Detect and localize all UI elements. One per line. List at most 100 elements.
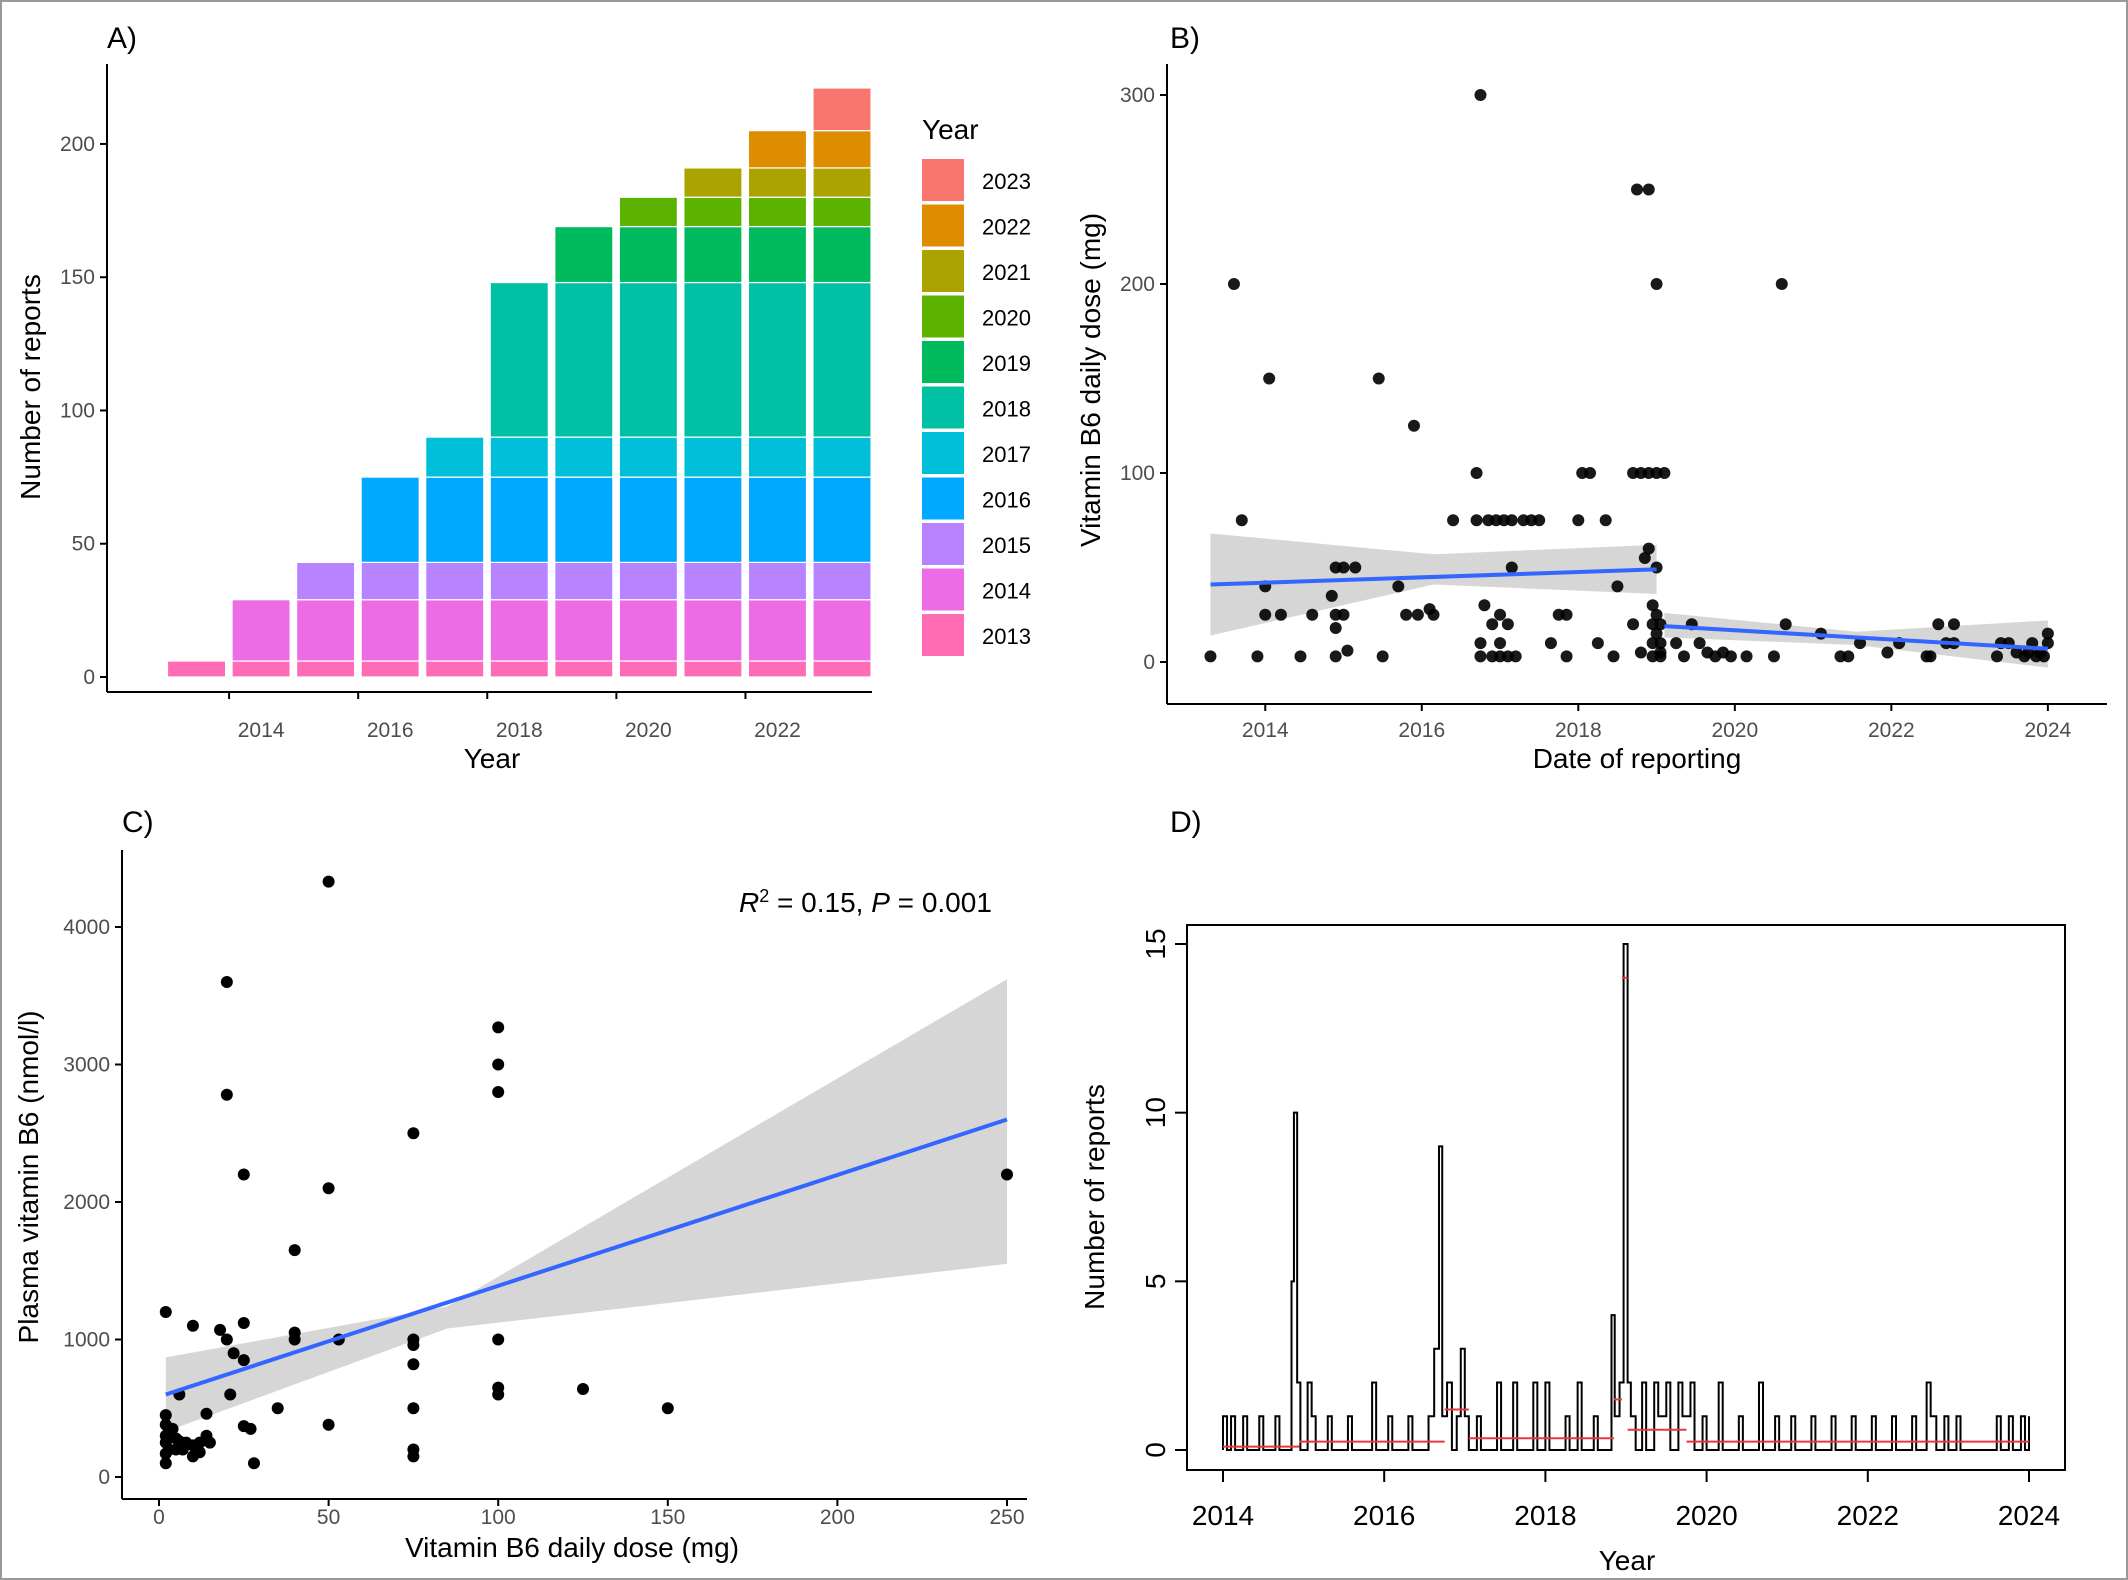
- panel-a-y-tick-label: 0: [83, 666, 95, 689]
- panel-a-legend-swatch: [922, 204, 964, 247]
- panel-a-bar-segment: [683, 196, 743, 228]
- panel-c-y-tick-label: 3000: [63, 1054, 110, 1077]
- panel-c-point: [220, 1088, 233, 1101]
- panel-b-point: [1842, 650, 1855, 663]
- panel-c: C) 0 1000 2000 3000 4000 0 50 100 150 200 250 R2 = 0…: [13, 806, 1027, 1563]
- panel-b-point: [1560, 608, 1573, 621]
- panel-a-legend-swatch: [922, 432, 964, 474]
- panel-d-tag: D): [1170, 806, 1202, 839]
- panel-a-bar-segment: [360, 660, 420, 678]
- panel-b-point: [1325, 589, 1338, 602]
- panel-c-point: [159, 1409, 172, 1422]
- panel-b-point: [1627, 618, 1640, 631]
- panel-b-point: [1638, 552, 1651, 565]
- panel-a-bar-segment: [360, 561, 420, 601]
- panel-b-tag: B): [1170, 22, 1200, 55]
- panel-a-x-label: Year: [464, 743, 521, 774]
- panel-c-point: [186, 1319, 199, 1332]
- panel-b-point: [1775, 278, 1788, 290]
- panel-b-point: [1509, 650, 1522, 663]
- panel-a-legend-swatch: [922, 523, 964, 565]
- panel-b-y-tick-label: 200: [1120, 273, 1155, 296]
- panel-a-bar-segment: [489, 436, 549, 478]
- panel-b-point: [1654, 650, 1667, 663]
- panel-b-point: [1251, 650, 1264, 663]
- panel-b-point: [1204, 650, 1217, 663]
- panel-a-bar-segment: [554, 281, 614, 438]
- panel-a-legend-title: Year: [922, 114, 979, 145]
- panel-b-point: [1329, 621, 1342, 634]
- panel-a-legend-swatch: [922, 295, 964, 338]
- panel-a: A) 0 50 100 150 200 2014 2016 2018 2020 2022 Year Nu…: [15, 22, 1031, 774]
- panel-a-y-tick-label: 150: [60, 266, 95, 289]
- panel-c-point: [220, 1333, 233, 1346]
- panel-c-point: [661, 1402, 674, 1415]
- panel-b-point: [1372, 372, 1385, 385]
- panel-a-bar-segment: [554, 476, 614, 563]
- panel-a-bar-segment: [747, 196, 808, 228]
- panel-a-bar-segment: [618, 476, 679, 563]
- panel-a-y-tick-label: 50: [72, 533, 95, 556]
- panel-a-bar-segment: [812, 436, 872, 478]
- panel-a-x-tick-label: 2014: [238, 719, 285, 742]
- panel-c-x-tick-label: 50: [317, 1506, 340, 1529]
- panel-c-point: [1001, 1168, 1013, 1181]
- panel-c-point: [224, 1388, 237, 1401]
- panel-c-point: [227, 1347, 240, 1360]
- panel-a-bar-segment: [425, 660, 485, 678]
- panel-c-annotation-part: = 0.15,: [769, 887, 871, 918]
- panel-b-point: [1478, 599, 1491, 612]
- panel-c-point: [288, 1244, 301, 1257]
- panel-a-bar-segment: [554, 599, 614, 662]
- panel-a-bar-segment: [618, 196, 679, 228]
- panel-b-point: [1329, 650, 1342, 663]
- panel-c-y-label: Plasma vitamin B6 (nmol/l): [13, 1011, 44, 1344]
- panel-a-bar-segment: [747, 436, 808, 478]
- panel-c-x-tick-label: 0: [153, 1506, 165, 1529]
- panel-a-y-label: Number of reports: [15, 274, 46, 500]
- panel-b-point: [1235, 514, 1248, 527]
- panel-b-point: [1650, 278, 1663, 290]
- panel-b-point: [1341, 644, 1354, 657]
- panel-b-point: [1337, 608, 1350, 621]
- panel-b-point: [1642, 183, 1655, 196]
- panel-a-bar-segment: [360, 599, 420, 662]
- panel-a-legend-swatch: [922, 568, 964, 611]
- panel-d-report-line: [1222, 943, 2030, 1451]
- panel-b-point: [1724, 650, 1737, 663]
- panel-c-point: [492, 1388, 505, 1401]
- panel-d-x-label: Year: [1599, 1545, 1656, 1576]
- panel-c-confidence-band: [165, 979, 1007, 1432]
- panel-a-bar-segment: [747, 130, 808, 169]
- panel-a-bar-segment: [683, 167, 743, 198]
- panel-a-x-tick-label: 2020: [625, 719, 672, 742]
- panel-b-point: [1349, 561, 1362, 574]
- panel-c-point: [407, 1450, 420, 1463]
- panel-d-y-tick-label: 0: [1140, 1442, 1171, 1458]
- panel-c-tag: C): [122, 806, 154, 839]
- panel-a-legend-label: 2017: [982, 442, 1031, 467]
- panel-d-y-tick-label: 15: [1140, 928, 1171, 959]
- panel-c-point: [247, 1457, 260, 1470]
- panel-a-legend-swatch: [922, 477, 964, 520]
- panel-a-bar-segment: [812, 130, 872, 169]
- panel-a-bar-segment: [812, 281, 872, 438]
- panel-d-x-tick-label: 2016: [1353, 1500, 1415, 1531]
- panel-c-x-tick-label: 150: [650, 1506, 685, 1529]
- panel-a-bar-segment: [747, 660, 808, 678]
- panel-b-point: [1924, 650, 1937, 663]
- panel-a-bar-segment: [747, 561, 808, 601]
- panel-b-point: [1646, 599, 1659, 612]
- panel-a-bar-segment: [360, 476, 420, 563]
- panel-b-point: [2037, 650, 2050, 663]
- panel-b-point: [1392, 580, 1405, 593]
- panel-b-point: [1474, 89, 1487, 101]
- panel-b-point: [1677, 650, 1690, 663]
- panel-a-bar-segment: [489, 660, 549, 678]
- panel-b-point: [1767, 650, 1780, 663]
- panel-b-point: [1670, 637, 1683, 650]
- panel-c-point: [166, 1422, 179, 1435]
- panel-c-point: [214, 1323, 227, 1336]
- panel-c-x-tick-label: 100: [481, 1506, 516, 1529]
- panel-b-point: [1881, 646, 1894, 659]
